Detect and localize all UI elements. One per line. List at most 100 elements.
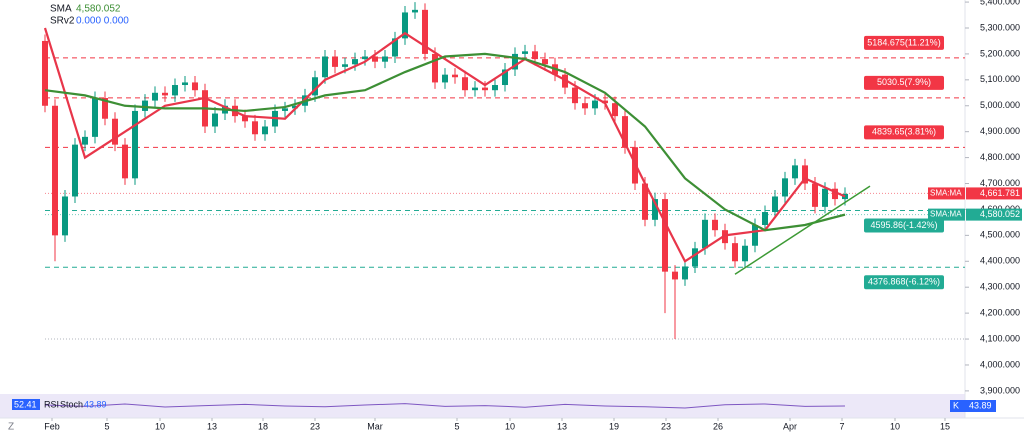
osc-rsi: RSI — [44, 399, 59, 409]
y-tick-label: 4,000.000 — [980, 359, 1020, 369]
x-tick-label: 10 — [505, 421, 515, 431]
y-tick-label: 5,400.000 — [980, 0, 1020, 6]
candle-body — [292, 105, 298, 109]
price-name-box — [928, 187, 965, 200]
candle-body — [72, 144, 78, 197]
x-tick-label: 15 — [940, 421, 950, 431]
candle-body — [492, 85, 498, 91]
candle-body — [442, 74, 448, 83]
candle-body — [132, 110, 138, 179]
level-label: 5030.5(7.9%) — [877, 77, 931, 87]
candle-body — [112, 118, 118, 145]
candle-body — [582, 103, 588, 109]
x-tick-label: 10 — [890, 421, 900, 431]
level-label-box — [864, 125, 944, 140]
osc-value: 52.41 — [14, 399, 37, 409]
x-tick-label: 26 — [713, 421, 723, 431]
candle-body — [802, 165, 808, 184]
candle-body — [412, 9, 418, 13]
candle-body — [382, 56, 388, 62]
price-name-box — [928, 208, 965, 221]
candle-body — [52, 105, 58, 236]
candle-body — [742, 245, 748, 262]
candle-body — [402, 12, 408, 39]
x-tick-label: 5 — [454, 421, 459, 431]
candle-body — [262, 126, 268, 135]
y-tick-label: 4,300.000 — [980, 282, 1020, 292]
candle-body — [82, 136, 88, 145]
candle-body — [772, 196, 778, 213]
candle-body — [562, 74, 568, 88]
y-tick-label: 4,100.000 — [980, 333, 1020, 343]
x-tick-label: 23 — [661, 421, 671, 431]
candle-body — [712, 219, 718, 231]
price-value: 4,580.052 — [980, 209, 1020, 219]
candle-body — [532, 51, 538, 60]
candle-body — [422, 9, 428, 54]
price-name: SMA:MA — [930, 210, 962, 219]
candle-body — [362, 56, 368, 60]
candle-body — [572, 87, 578, 104]
price-value: 4,661.781 — [980, 188, 1020, 198]
candle-body — [122, 144, 128, 179]
candle-body — [592, 100, 598, 109]
candle-body — [242, 116, 248, 122]
candle-body — [452, 74, 458, 78]
ma-line — [43, 27, 846, 263]
x-tick-label: 19 — [609, 421, 619, 431]
level-label-box — [864, 275, 944, 290]
candle-body — [252, 121, 258, 135]
osc-value-badge — [966, 400, 996, 412]
candle-body — [612, 103, 618, 117]
candle-body — [662, 199, 668, 272]
candle-body — [822, 188, 828, 207]
level-label: 4839.65(3.81%) — [872, 127, 936, 137]
candle-body — [502, 69, 508, 86]
candle-body — [782, 178, 788, 197]
level-label: 4376.868(-6.12%) — [868, 277, 940, 287]
y-tick-label: 5,300.000 — [980, 22, 1020, 32]
candle-body — [162, 92, 168, 96]
candle-body — [282, 108, 288, 111]
candle-body — [832, 188, 838, 200]
candle-body — [762, 212, 768, 225]
x-tick-label: 18 — [258, 421, 268, 431]
candle-body — [392, 38, 398, 57]
osc-k-label: K — [953, 400, 959, 410]
candle-body — [182, 82, 188, 86]
candle-body — [752, 224, 758, 246]
y-tick-label: 5,000.000 — [980, 100, 1020, 110]
oscillator-line — [44, 403, 846, 409]
candle-body — [372, 56, 378, 62]
osc-k-value: 43.89 — [969, 400, 992, 410]
candle-body — [42, 40, 48, 106]
candle-body — [312, 77, 318, 96]
x-tick-label: 23 — [310, 421, 320, 431]
candle-body — [432, 53, 438, 83]
y-tick-label: 5,200.000 — [980, 48, 1020, 58]
y-tick-label: 4,200.000 — [980, 308, 1020, 318]
trendline — [734, 185, 871, 275]
candle-body — [542, 59, 548, 65]
candle-body — [92, 97, 98, 137]
candle-body — [692, 248, 698, 267]
level-label-box — [864, 35, 944, 50]
candle-body — [602, 100, 608, 104]
candle-body — [702, 219, 708, 249]
candle-body — [102, 97, 108, 119]
legend-sma-label: SMA — [50, 4, 72, 15]
candle-body — [142, 100, 148, 111]
x-tick-label: 13 — [557, 421, 567, 431]
candle-body — [212, 113, 218, 127]
candle-body — [322, 56, 328, 78]
candle-body — [642, 183, 648, 220]
y-tick-label: 3,900.000 — [980, 385, 1020, 395]
candle-body — [152, 92, 158, 101]
candle-body — [792, 165, 798, 179]
y-tick-label: 4,700.000 — [980, 178, 1020, 188]
y-tick-label: 4,900.000 — [980, 126, 1020, 136]
osc-k-badge — [950, 400, 966, 412]
candle-body — [62, 196, 68, 236]
